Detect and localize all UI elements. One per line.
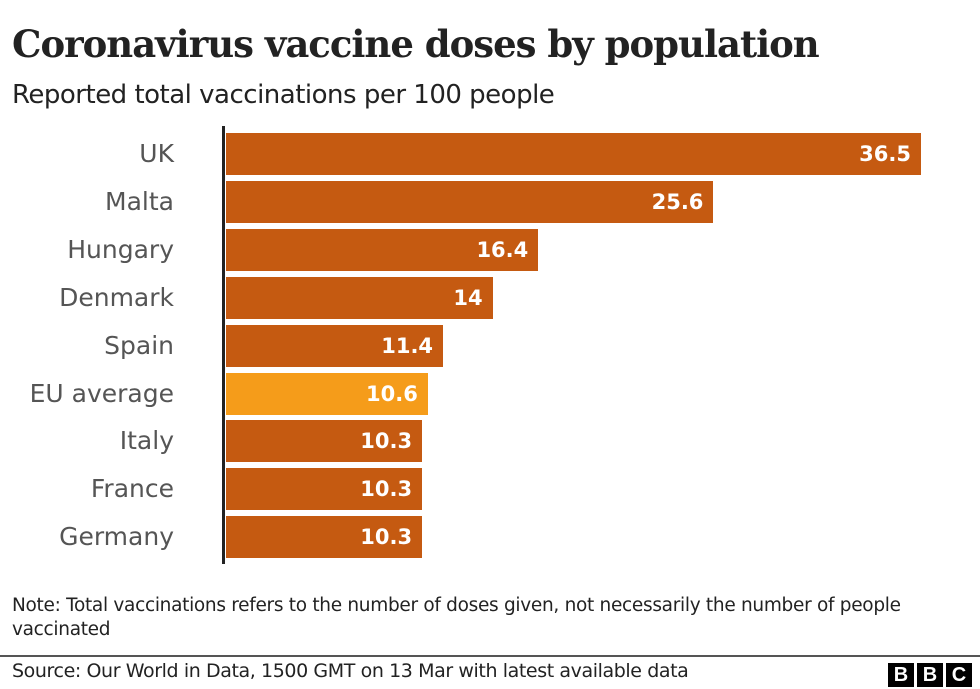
bbc-logo: B B C xyxy=(888,663,972,687)
bar-row: Denmark 14 xyxy=(0,276,980,319)
category-label: France xyxy=(90,474,174,504)
category-label: Spain xyxy=(104,330,174,360)
category-label: Hungary xyxy=(67,234,174,264)
bar-row: UK 36.5 xyxy=(0,133,980,175)
bar: 11.4 xyxy=(226,324,444,367)
footer-divider xyxy=(0,655,980,657)
bar-row: Italy 10.3 xyxy=(0,420,980,463)
y-axis-line xyxy=(222,126,225,564)
category-label: Denmark xyxy=(59,282,174,312)
bbc-logo-letter: C xyxy=(946,663,972,687)
bar-row: Germany 10.3 xyxy=(0,516,980,559)
bar-row: Malta 25.6 xyxy=(0,180,980,223)
bbc-logo-letter: B xyxy=(888,663,914,687)
category-label: EU average xyxy=(29,378,174,408)
value-label: 25.6 xyxy=(651,189,704,214)
bar: 25.6 xyxy=(226,180,714,223)
value-label: 10.3 xyxy=(360,429,413,454)
value-label: 10.6 xyxy=(366,381,418,406)
bar: 10.3 xyxy=(226,420,423,463)
value-label: 10.3 xyxy=(360,477,413,502)
bar-row: EU average 10.6 xyxy=(0,372,980,415)
bar: 36.5 xyxy=(226,133,921,175)
bar-row: Spain 11.4 xyxy=(0,324,980,367)
bar: 10.6 xyxy=(226,372,428,415)
chart-title: Coronavirus vaccine doses by population xyxy=(12,22,820,66)
value-label: 11.4 xyxy=(381,333,434,358)
bar: 16.4 xyxy=(226,228,539,271)
value-label: 10.3 xyxy=(360,525,413,550)
bbc-logo-letter: B xyxy=(917,663,943,687)
bar: 10.3 xyxy=(226,468,423,511)
footnote: Note: Total vaccinations refers to the n… xyxy=(12,595,901,640)
bar: 10.3 xyxy=(226,516,423,559)
category-label: Italy xyxy=(119,426,174,456)
chart-subtitle: Reported total vaccinations per 100 peop… xyxy=(12,80,555,110)
bar-row: France 10.3 xyxy=(0,468,980,511)
bar: 14 xyxy=(226,276,493,319)
value-label: 14 xyxy=(453,285,483,310)
value-label: 16.4 xyxy=(476,237,529,262)
source-text: Source: Our World in Data, 1500 GMT on 1… xyxy=(12,660,689,682)
value-label: 36.5 xyxy=(859,142,911,166)
category-label: Malta xyxy=(105,186,174,216)
bar-row: Hungary 16.4 xyxy=(0,228,980,271)
category-label: Germany xyxy=(59,522,174,552)
category-label: UK xyxy=(139,139,174,168)
